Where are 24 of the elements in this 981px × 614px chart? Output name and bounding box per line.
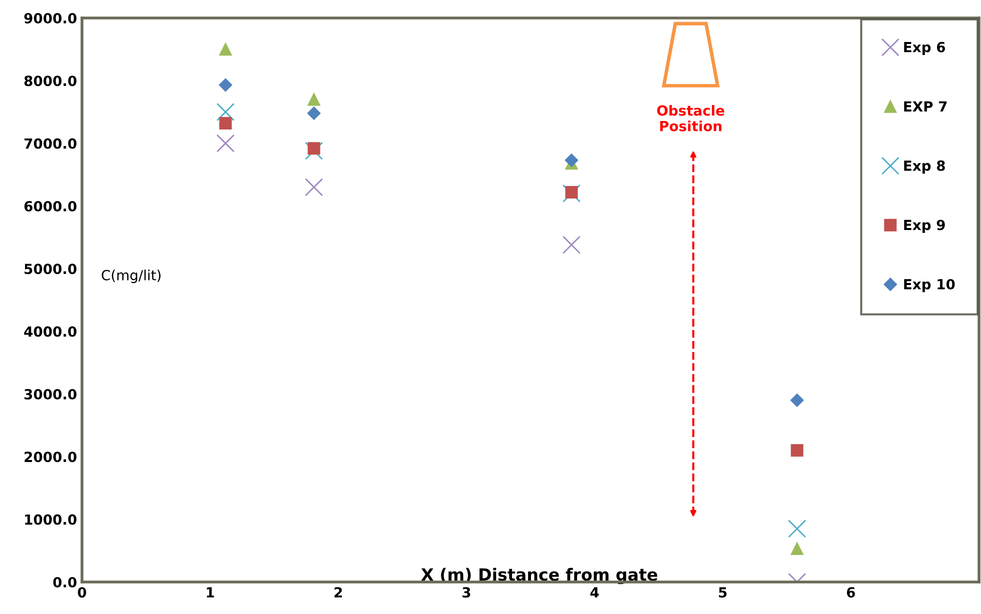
legend-label: EXP 7 xyxy=(904,101,947,112)
y-tick-label: 6000.0 xyxy=(24,200,76,212)
legend-label: Exp 9 xyxy=(904,220,945,233)
x-tick-label: 0 xyxy=(78,587,86,598)
y-tick-label: 2000.0 xyxy=(24,452,76,462)
ref-line-label: Obstacle Position xyxy=(657,105,724,132)
y-tick-label: 4000.0 xyxy=(24,326,76,337)
x-tick-label: 4 xyxy=(590,587,599,598)
x-tick-label: 1 xyxy=(206,587,214,598)
x-tick-label: 6 xyxy=(846,587,855,598)
y-tick-label: 9000.0 xyxy=(24,12,76,24)
y-tick-label: 3000.0 xyxy=(24,388,76,400)
x-tick-label: 5 xyxy=(718,587,727,598)
y-tick-label: 1000.0 xyxy=(25,514,76,525)
y-tick-label: 7000.0 xyxy=(24,138,76,149)
x-tick-label: 2 xyxy=(334,587,342,598)
y-tick-label: 8000.0 xyxy=(24,76,76,86)
y-tick-label: 5000.0 xyxy=(24,264,76,274)
x-tick-label: 3 xyxy=(462,587,470,598)
legend-label: Exp 8 xyxy=(904,160,945,174)
legend-label: Exp 10 xyxy=(904,278,955,292)
y-tick-label: 0.0 xyxy=(53,576,76,588)
y-axis-title: C(mg/lit) xyxy=(102,270,161,284)
legend-label: Exp 6 xyxy=(904,42,946,56)
